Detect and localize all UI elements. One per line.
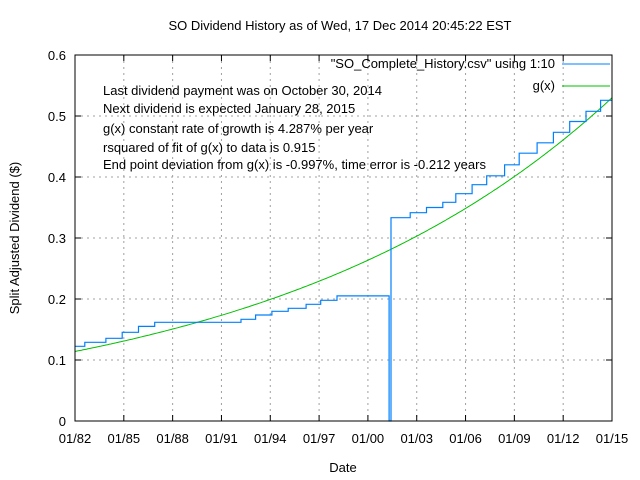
x-tick-label: 01/94 [254, 431, 287, 446]
gx-fit-curve [74, 97, 613, 352]
dividend-step-line [74, 99, 612, 422]
plot-border [74, 54, 613, 422]
y-axis-label: Split Adjusted Dividend ($) [7, 162, 22, 314]
y-tick-label: 0 [59, 414, 66, 429]
annotation-growth-rate: g(x) constant rate of growth is 4.287% p… [103, 121, 374, 136]
x-tick-label: 01/88 [156, 431, 189, 446]
legend: "SO_Complete_History.csv" using 1:10 g(x… [331, 56, 610, 93]
x-tick-label: 01/15 [596, 431, 629, 446]
chart-title: SO Dividend History as of Wed, 17 Dec 20… [169, 18, 512, 33]
y-tick-label: 0.3 [48, 231, 66, 246]
series-marks [74, 97, 613, 422]
x-tick-label: 01/09 [498, 431, 531, 446]
annotation-deviation: End point deviation from g(x) is -0.997%… [103, 157, 486, 172]
legend-label-data: "SO_Complete_History.csv" using 1:10 [331, 56, 555, 71]
legend-label-gx: g(x) [533, 78, 555, 93]
x-tick-label: 01/12 [547, 431, 580, 446]
y-tick-label: 0.6 [48, 48, 66, 63]
y-tick-label: 0.2 [48, 292, 66, 307]
y-tick-label: 0.1 [48, 353, 66, 368]
annotation-next-dividend: Next dividend is expected January 28, 20… [103, 101, 355, 116]
x-tick-label: 01/03 [400, 431, 433, 446]
x-tick-label: 01/91 [205, 431, 238, 446]
annotation-rsquared: rsquared of fit of g(x) to data is 0.915 [103, 140, 315, 155]
y-tick-label: 0.5 [48, 109, 66, 124]
ticks: 01/82 01/85 01/88 01/91 01/94 01/97 01/00 01/03… [48, 48, 628, 446]
annotation-last-payment: Last dividend payment was on October 30,… [103, 83, 382, 98]
x-tick-label: 01/82 [59, 431, 92, 446]
grid [75, 55, 612, 421]
x-tick-label: 01/85 [108, 431, 141, 446]
y-tick-label: 0.4 [48, 170, 66, 185]
x-tick-label: 01/06 [449, 431, 482, 446]
x-tick-label: 01/00 [352, 431, 385, 446]
x-tick-label: 01/97 [303, 431, 336, 446]
x-axis-label: Date [329, 460, 356, 475]
